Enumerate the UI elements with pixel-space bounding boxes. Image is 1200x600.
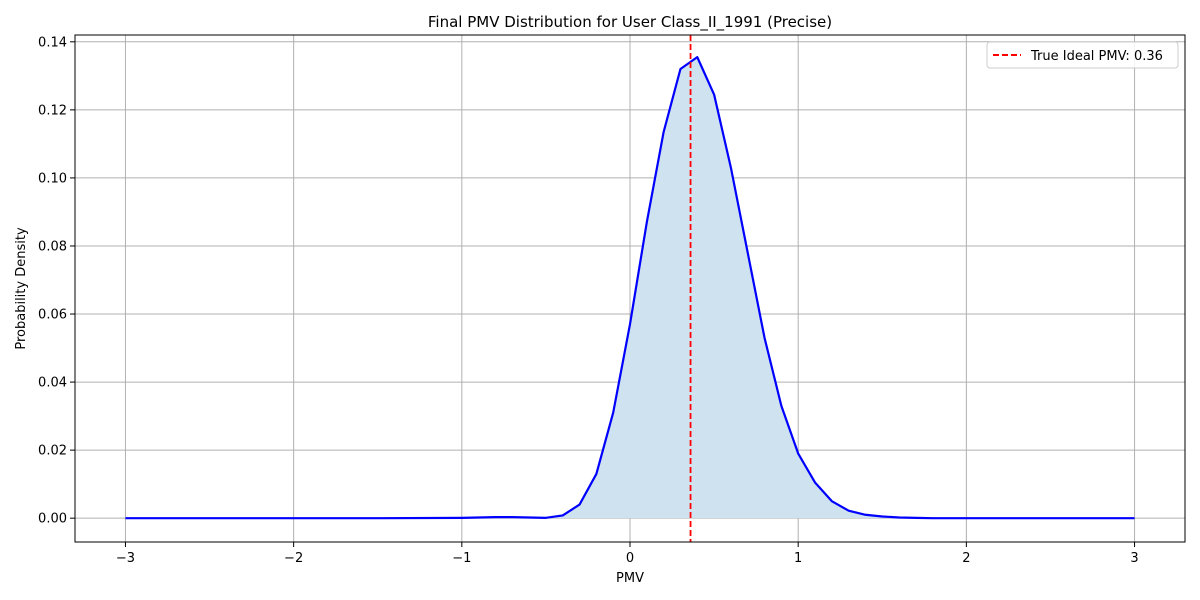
legend: True Ideal PMV: 0.36 — [986, 41, 1179, 69]
x-tick-label: −2 — [284, 551, 303, 566]
y-tick-label: 0.12 — [38, 103, 67, 118]
x-tick-label: 3 — [1130, 551, 1138, 566]
density-area-fill — [125, 57, 1135, 519]
y-tick-label: 0.08 — [38, 239, 67, 254]
legend-label: True Ideal PMV: 0.36 — [1030, 49, 1163, 64]
x-axis-label: PMV — [616, 571, 644, 586]
x-tick-label: −1 — [452, 551, 471, 566]
x-tick-label: 1 — [794, 551, 802, 566]
y-tick-label: 0.04 — [38, 376, 67, 391]
legend-box — [986, 41, 1179, 69]
axis-ticks: −3 −2 −1 0 1 2 3 0.00 0.02 0.04 0.06 0.08 0.10 0.12 0.… — [38, 35, 1139, 566]
y-tick-label: 0.10 — [38, 171, 67, 186]
x-tick-label: 0 — [626, 551, 634, 566]
x-tick-label: 2 — [962, 551, 970, 566]
y-tick-label: 0.00 — [38, 512, 67, 527]
y-axis-label: Probability Density — [14, 227, 29, 350]
y-tick-label: 0.02 — [38, 444, 67, 459]
y-tick-label: 0.14 — [38, 35, 67, 50]
x-tick-label: −3 — [116, 551, 135, 566]
plot-area — [125, 35, 1135, 542]
chart-title: Final PMV Distribution for User Class_II… — [428, 13, 832, 32]
density-curve-line — [125, 56, 1135, 520]
y-tick-label: 0.06 — [38, 308, 67, 323]
